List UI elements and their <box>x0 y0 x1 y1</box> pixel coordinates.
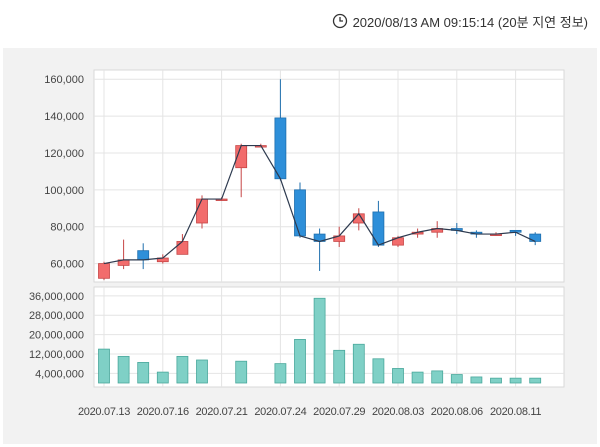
clock-icon <box>332 13 347 29</box>
candle-body <box>137 250 150 261</box>
date-tick-labels: 2020.07.13 2020.07.16 2020.07.21 2020.07.24… <box>78 406 542 418</box>
volume-tick-label: 4,000,000 <box>35 368 84 380</box>
volume-bar <box>235 360 248 384</box>
price-tick-label: 140,000 <box>44 111 84 123</box>
candle-body <box>529 233 542 242</box>
price-tick-label: 160,000 <box>44 74 84 86</box>
volume-bar <box>117 355 130 384</box>
volume-bar <box>274 363 287 384</box>
timestamp-text: 2020/08/13 AM 09:15:14 (20분 지연 정보) <box>352 14 588 30</box>
date-tick-label: 2020.07.16 <box>137 406 189 418</box>
date-tick-label: 2020.07.13 <box>78 406 130 418</box>
candle-body <box>274 117 287 180</box>
volume-bar <box>352 343 365 384</box>
date-tick-label: 2020.07.29 <box>313 406 365 418</box>
volume-bars <box>98 297 542 384</box>
volume-bar <box>313 297 326 384</box>
price-tick-labels: 60,000 80,000 100,000 120,000 140,000 160,000 <box>44 74 84 270</box>
candle-body <box>176 241 189 255</box>
volume-bar <box>490 377 502 384</box>
price-tick-label: 60,000 <box>50 259 84 271</box>
volume-bar <box>411 371 424 384</box>
candle-body <box>372 211 385 246</box>
volume-bar <box>294 339 306 384</box>
volume-tick-label: 20,000,000 <box>29 330 84 342</box>
volume-bar <box>156 371 169 384</box>
price-tick-label: 80,000 <box>50 222 84 234</box>
date-tick-label: 2020.08.11 <box>490 406 541 418</box>
volume-bar <box>372 358 385 384</box>
volume-bar <box>137 362 150 384</box>
candle-body <box>294 189 306 237</box>
date-tick-label: 2020.08.06 <box>431 406 483 418</box>
date-tick-label: 2020.07.21 <box>196 406 248 418</box>
volume-tick-label: 28,000,000 <box>29 310 84 322</box>
volume-bar <box>470 376 483 384</box>
price-tick-label: 120,000 <box>44 148 84 160</box>
volume-bar <box>98 348 110 384</box>
volume-bar <box>509 377 522 384</box>
candle-body <box>98 263 110 279</box>
volume-tick-label: 12,000,000 <box>29 349 84 361</box>
date-tick-label: 2020.08.03 <box>372 406 424 418</box>
price-panel <box>93 69 565 283</box>
date-tick-label: 2020.07.24 <box>254 406 306 418</box>
volume-bar <box>176 355 189 384</box>
price-tick-label: 100,000 <box>44 185 84 197</box>
volume-bar <box>431 370 444 384</box>
volume-tick-label: 36,000,000 <box>29 291 84 303</box>
volume-bar <box>392 368 404 384</box>
volume-panel <box>93 286 565 388</box>
trend-line <box>103 144 536 265</box>
candle-body <box>196 198 208 224</box>
volume-bar <box>450 374 463 384</box>
volume-tick-labels: 4,000,000 12,000,000 20,000,000 28,000,000 3… <box>29 291 84 380</box>
volume-bar <box>529 377 542 384</box>
volume-bar <box>333 349 346 384</box>
volume-bar <box>196 359 208 384</box>
timestamp: 2020/08/13 AM 09:15:14 (20분 지연 정보) <box>332 10 588 32</box>
